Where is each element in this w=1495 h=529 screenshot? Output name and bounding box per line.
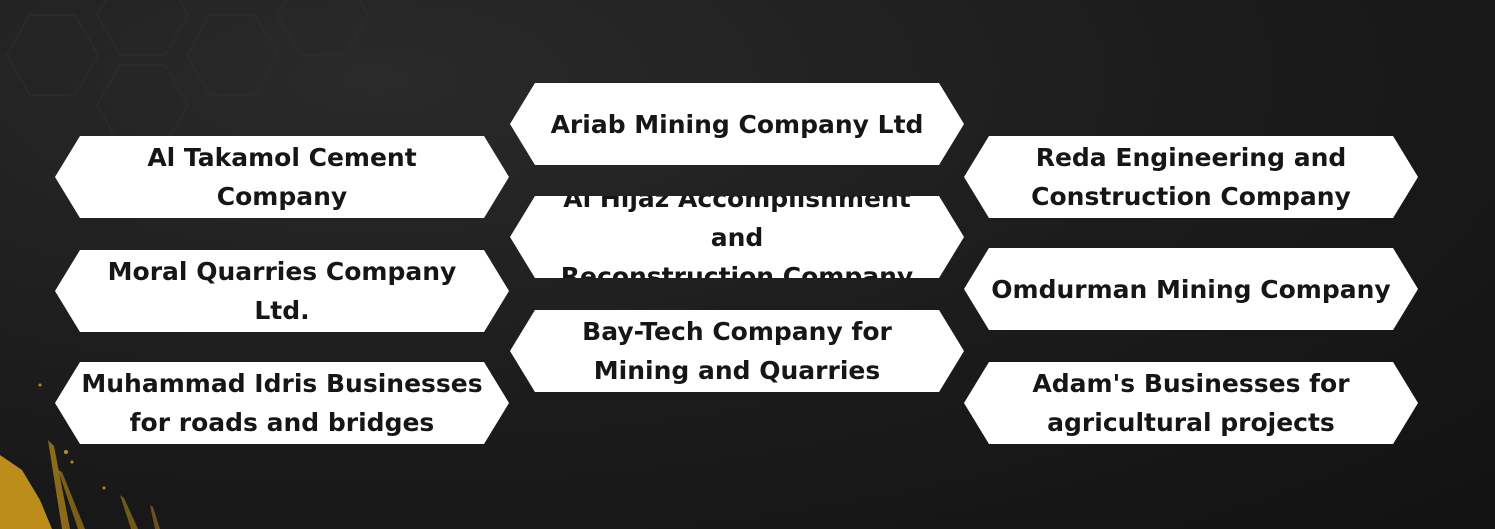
company-name-bay-tech: Bay-Tech Company for Mining and Quarries [582,317,892,385]
company-tile-ariab: Ariab Mining Company Ltd [510,83,964,165]
company-name-adam: Adam's Businesses for agricultural proje… [1032,369,1350,437]
company-tile-al-takamol: Al Takamol Cement Company [55,136,509,218]
company-tile-reda: Reda Engineering and Construction Compan… [964,136,1418,218]
company-tile-moral: Moral Quarries Company Ltd. [55,250,509,332]
company-name-al-takamol: Al Takamol Cement Company [147,143,417,211]
company-name-reda: Reda Engineering and Construction Compan… [1031,143,1351,211]
company-tile-adam: Adam's Businesses for agricultural proje… [964,362,1418,444]
company-tile-al-hijaz: Al Hijaz Accomplishment and Reconstructi… [510,196,964,278]
company-name-ariab: Ariab Mining Company Ltd [550,109,924,139]
company-name-omdurman: Omdurman Mining Company [991,274,1391,304]
company-name-al-hijaz: Al Hijaz Accomplishment and Reconstructi… [560,183,914,291]
hexagon-pattern [5,0,370,146]
company-tile-omdurman: Omdurman Mining Company [964,248,1418,330]
gold-brush-stroke [0,383,160,529]
company-name-moral: Moral Quarries Company Ltd. [107,257,457,325]
company-name-muhammad-idris: Muhammad Idris Businesses for roads and … [81,369,483,437]
company-tile-muhammad-idris: Muhammad Idris Businesses for roads and … [55,362,509,444]
company-tile-bay-tech: Bay-Tech Company for Mining and Quarries [510,310,964,392]
